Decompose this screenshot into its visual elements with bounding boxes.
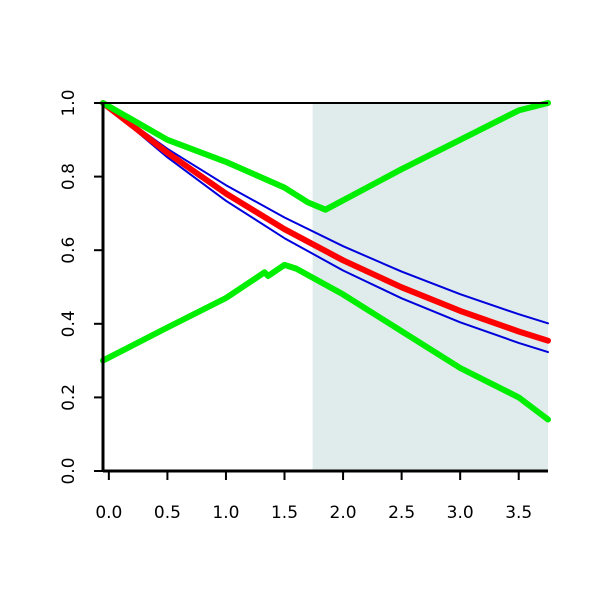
x-tick-label: 1.0: [212, 503, 239, 523]
y-tick-label: 0.6: [59, 237, 79, 264]
series-line-5: [100, 261, 551, 423]
x-tick-label: 3.5: [505, 503, 532, 523]
series-line-3: [100, 100, 551, 344]
y-tick-label: 1.0: [59, 89, 79, 116]
x-tick-label: 3.0: [447, 503, 474, 523]
x-tick-label: 2.0: [330, 503, 357, 523]
x-tick-label: 2.5: [388, 503, 415, 523]
series-layer: [100, 100, 551, 423]
y-tick-label: 0.4: [59, 310, 79, 337]
y-tick-label: 0.2: [59, 384, 79, 411]
series-line-1: [102, 102, 549, 325]
series-line-2: [102, 102, 549, 354]
axes-layer: 0.0 0.5 1.0 1.5 2.0 2.5 3.0 3.5 0.0 0.2 0.4 0.6 0.8 1…: [59, 89, 548, 523]
series-line-4: [100, 100, 551, 213]
y-tick-label: 0.0: [59, 457, 79, 484]
y-tick-label: 0.8: [59, 163, 79, 190]
shaded-region: [312, 103, 548, 471]
x-tick-label: 0.5: [154, 503, 181, 523]
x-tick-label: 0.0: [95, 503, 122, 523]
x-tick-label: 1.5: [271, 503, 298, 523]
